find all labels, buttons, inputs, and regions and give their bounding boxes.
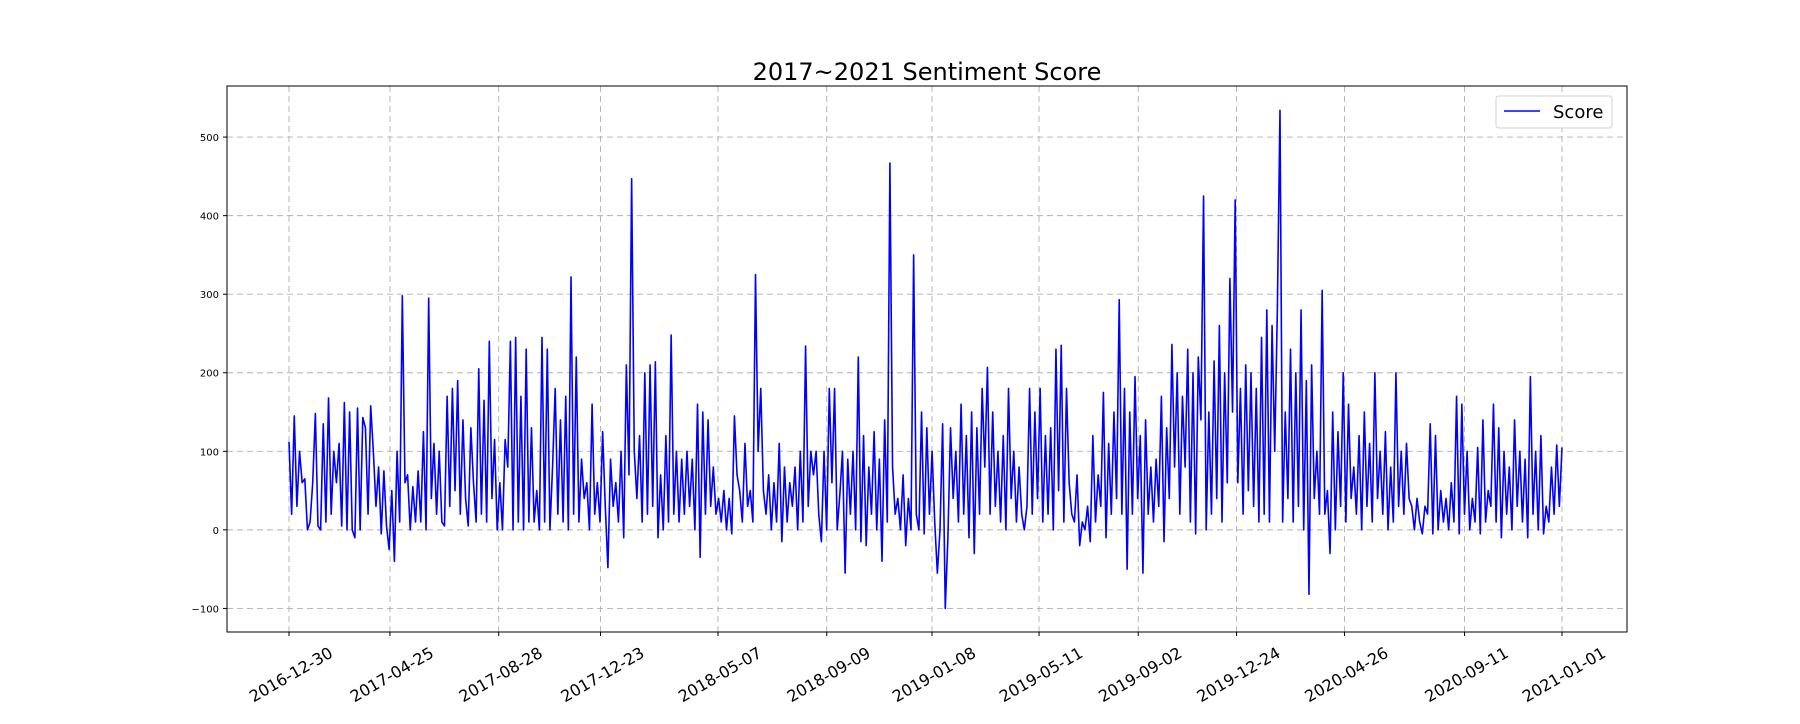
- x-tick-label: 2019-01-08: [889, 643, 979, 706]
- x-tick-label: 2019-12-24: [1194, 643, 1284, 706]
- series-layer: [288, 109, 1563, 610]
- legend-label-score: Score: [1553, 102, 1603, 123]
- x-tick-label: 2017-12-23: [557, 643, 647, 706]
- y-tick-label: 0: [213, 526, 219, 537]
- x-tick-label: 2020-09-11: [1422, 643, 1512, 706]
- y-axis: −100 0 100 200 300 400 500: [192, 133, 227, 615]
- y-tick-label: 500: [200, 133, 219, 144]
- legend-box: [1495, 95, 1613, 129]
- x-tick-label: 2018-05-07: [675, 643, 765, 706]
- y-tick-label: 300: [200, 290, 219, 301]
- x-axis: 2016-12-30 2017-04-25 2017-08-28 2017-12-23…: [246, 632, 1609, 706]
- y-tick-label: 400: [200, 212, 219, 223]
- x-tick-label: 2017-08-28: [456, 643, 546, 706]
- y-tick-label: 100: [200, 447, 219, 458]
- x-tick-label: 2018-09-09: [784, 643, 874, 706]
- x-tick-label: 2021-01-01: [1519, 643, 1609, 706]
- x-tick-label: 2019-09-02: [1095, 643, 1185, 706]
- chart-title: 2017~2021 Sentiment Score: [753, 58, 1102, 86]
- grid-layer: [227, 86, 1627, 632]
- x-tick-label: 2016-12-30: [246, 643, 336, 706]
- plot-frame: [226, 85, 1628, 633]
- x-tick-label: 2020-04-26: [1301, 643, 1391, 706]
- x-tick-label: 2019-05-11: [996, 643, 1086, 706]
- legend: Score: [1495, 95, 1613, 129]
- y-tick-label: 200: [200, 369, 219, 380]
- y-tick-label: −100: [192, 604, 219, 615]
- x-tick-label: 2017-04-25: [347, 643, 437, 706]
- series-line-score: [288, 109, 1563, 610]
